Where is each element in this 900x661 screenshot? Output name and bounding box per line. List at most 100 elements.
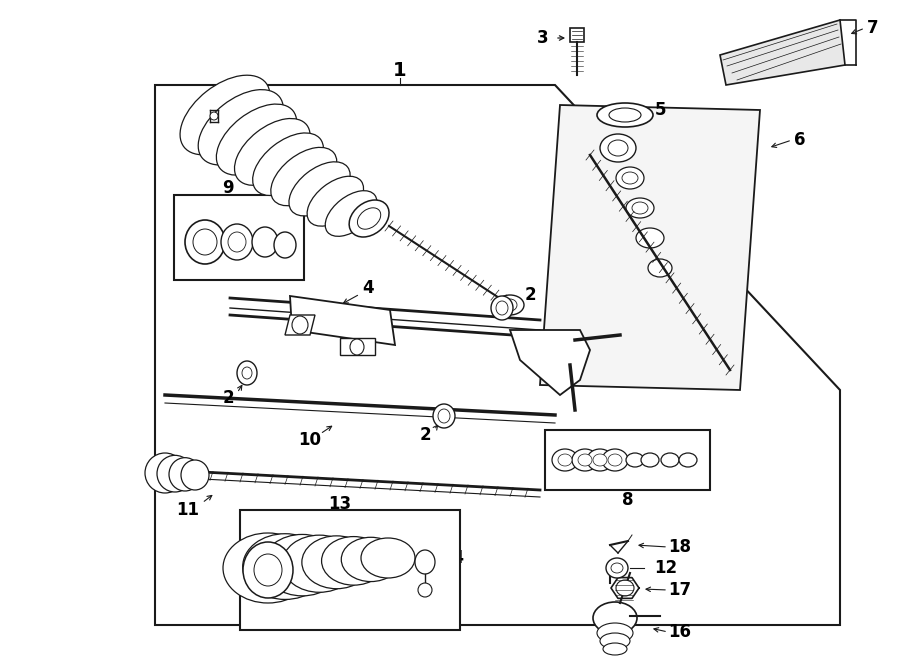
Polygon shape (155, 85, 840, 625)
Ellipse shape (496, 301, 508, 315)
Ellipse shape (558, 454, 572, 466)
Ellipse shape (572, 449, 598, 471)
Text: 1: 1 (393, 61, 407, 79)
Text: 8: 8 (622, 491, 634, 509)
Ellipse shape (606, 558, 628, 578)
Ellipse shape (616, 580, 634, 596)
Ellipse shape (608, 454, 622, 466)
Ellipse shape (679, 453, 697, 467)
Ellipse shape (198, 90, 284, 165)
Ellipse shape (221, 224, 253, 260)
Ellipse shape (608, 140, 628, 156)
Ellipse shape (602, 449, 628, 471)
Ellipse shape (216, 104, 297, 175)
Text: 12: 12 (654, 559, 677, 577)
Ellipse shape (289, 162, 350, 216)
Text: 17: 17 (669, 581, 691, 599)
Ellipse shape (491, 296, 513, 320)
Ellipse shape (252, 227, 278, 257)
Ellipse shape (597, 103, 653, 127)
Ellipse shape (341, 537, 400, 582)
Text: 4: 4 (362, 279, 374, 297)
Text: 18: 18 (669, 538, 691, 556)
Ellipse shape (228, 232, 246, 252)
Ellipse shape (361, 538, 415, 578)
Ellipse shape (302, 536, 372, 589)
Ellipse shape (603, 643, 627, 655)
Ellipse shape (433, 404, 455, 428)
Ellipse shape (632, 202, 648, 214)
Ellipse shape (254, 554, 282, 586)
Ellipse shape (223, 533, 313, 603)
Text: 2: 2 (524, 286, 536, 304)
Ellipse shape (157, 455, 193, 492)
Text: 7: 7 (868, 19, 878, 37)
Text: 10: 10 (299, 431, 321, 449)
Ellipse shape (600, 134, 636, 162)
Ellipse shape (609, 108, 641, 122)
Ellipse shape (253, 133, 323, 196)
Text: 2: 2 (419, 426, 431, 444)
Polygon shape (340, 338, 375, 355)
Ellipse shape (307, 176, 364, 226)
Ellipse shape (415, 550, 435, 574)
Ellipse shape (418, 583, 432, 597)
Ellipse shape (292, 316, 308, 334)
Text: 16: 16 (669, 623, 691, 641)
Bar (240, 510, 460, 630)
Ellipse shape (235, 118, 310, 185)
Ellipse shape (578, 454, 592, 466)
Ellipse shape (237, 361, 257, 385)
Text: 2: 2 (222, 389, 234, 407)
Ellipse shape (611, 563, 623, 573)
Text: 6: 6 (794, 131, 806, 149)
Ellipse shape (636, 228, 664, 248)
Ellipse shape (321, 537, 386, 585)
Text: 13: 13 (328, 495, 352, 513)
Ellipse shape (648, 259, 672, 277)
Text: 14: 14 (441, 549, 464, 567)
Ellipse shape (185, 220, 225, 264)
Ellipse shape (597, 623, 633, 643)
Ellipse shape (357, 208, 381, 229)
Text: 5: 5 (654, 101, 666, 119)
Ellipse shape (271, 147, 337, 206)
Ellipse shape (349, 200, 389, 237)
Ellipse shape (242, 367, 252, 379)
Ellipse shape (181, 460, 209, 490)
Ellipse shape (552, 449, 578, 471)
Ellipse shape (210, 112, 218, 120)
Ellipse shape (616, 167, 644, 189)
Ellipse shape (350, 339, 364, 355)
Polygon shape (540, 105, 760, 390)
Ellipse shape (274, 232, 296, 258)
Ellipse shape (600, 633, 630, 649)
Ellipse shape (593, 454, 607, 466)
Ellipse shape (145, 453, 185, 493)
Text: 15: 15 (274, 596, 296, 614)
Ellipse shape (325, 190, 377, 237)
Ellipse shape (593, 602, 637, 634)
Polygon shape (290, 296, 395, 345)
Ellipse shape (641, 453, 659, 467)
Ellipse shape (193, 229, 217, 255)
Ellipse shape (243, 533, 328, 600)
Bar (570, 28, 584, 42)
Ellipse shape (626, 198, 654, 218)
Ellipse shape (587, 449, 613, 471)
Polygon shape (720, 20, 845, 85)
Ellipse shape (661, 453, 679, 467)
Text: 9: 9 (222, 179, 234, 197)
Bar (174, 195, 304, 280)
Ellipse shape (180, 75, 270, 155)
Ellipse shape (243, 542, 293, 598)
Polygon shape (510, 330, 590, 395)
Ellipse shape (438, 409, 450, 423)
Text: 11: 11 (176, 501, 200, 519)
Ellipse shape (626, 453, 644, 467)
Ellipse shape (282, 535, 356, 592)
Ellipse shape (263, 535, 342, 596)
Text: 3: 3 (537, 29, 549, 47)
Bar (545, 430, 710, 490)
Polygon shape (285, 315, 315, 335)
